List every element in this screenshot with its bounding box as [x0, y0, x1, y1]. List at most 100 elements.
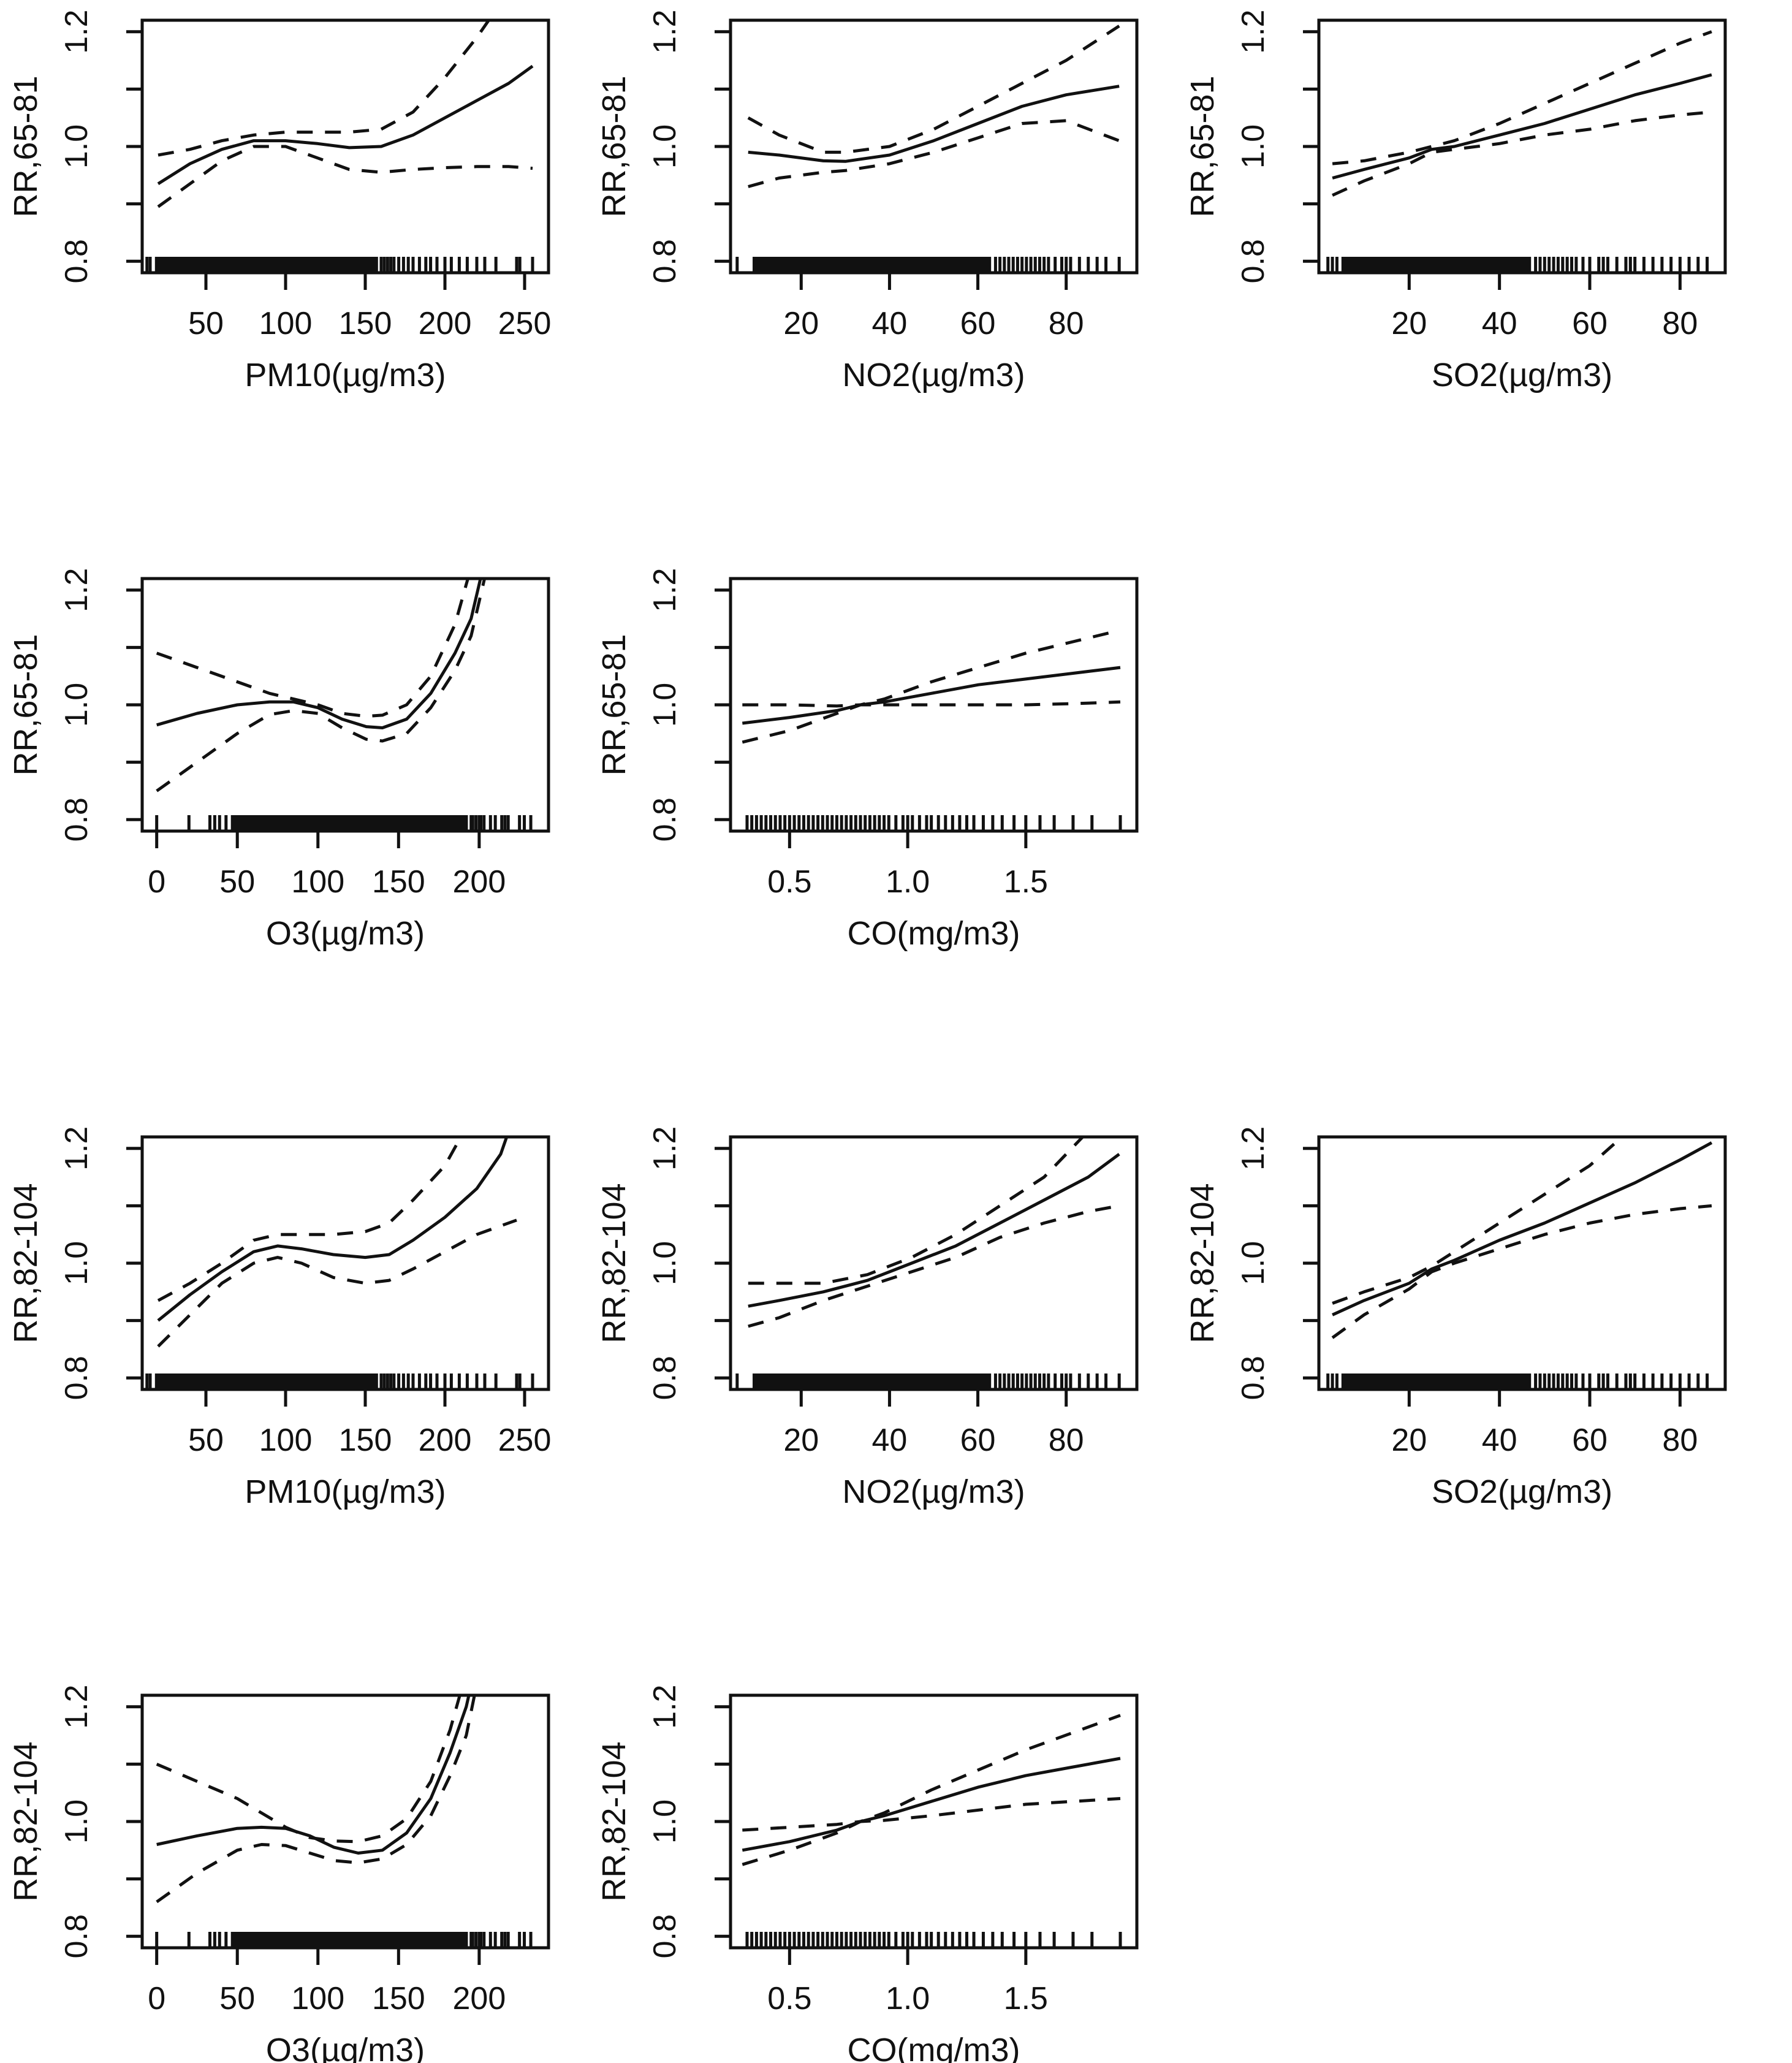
- x-tick-label: 50: [219, 864, 255, 900]
- x-axis-title: PM10(µg/m3): [245, 1473, 446, 1510]
- plot-box: [140, 577, 550, 833]
- solid-estimate-curve: [742, 1757, 1121, 1852]
- plot-box: [729, 577, 1139, 833]
- y-tick-label: 1.0: [647, 1799, 683, 1844]
- y-tick-label: 1.2: [59, 568, 94, 612]
- curves: [747, 25, 1120, 188]
- lower-ci-curve: [748, 1204, 1120, 1328]
- y-tick-label: 0.8: [59, 239, 94, 283]
- x-axis-title: O3(µg/m3): [266, 915, 425, 952]
- rug: [155, 815, 533, 831]
- x-tick-label: 40: [1482, 306, 1517, 341]
- y-tick-label: 0.8: [647, 239, 683, 283]
- y-tick-label: 1.2: [59, 10, 94, 54]
- x-tick-label: 60: [960, 306, 996, 341]
- y-tick-label: 1.2: [59, 1126, 94, 1171]
- x-tick-label: 250: [498, 1423, 552, 1458]
- x-axis-title: NO2(µg/m3): [842, 1473, 1025, 1510]
- lower-ci-curve: [157, 145, 533, 208]
- x-tick-label: 80: [1049, 306, 1084, 341]
- x-tick-label: 150: [372, 864, 425, 900]
- plot-canvas: 0.8 1.0 1.2 RR,65-81 50 100 150 200 250 PM10(µg/m…: [7, 10, 552, 393]
- lower-ci-curve: [157, 1218, 517, 1348]
- plot-canvas: 0.8 1.0 1.2 RR,82-104 50 100 150 200 250 PM10(µg/…: [7, 1126, 552, 1510]
- y-tick-label: 0.8: [647, 797, 683, 842]
- plot-box: [140, 1693, 550, 1950]
- y-tick-label: 0.8: [59, 1914, 94, 1958]
- x-tick-label: 150: [339, 1423, 392, 1458]
- plot-box: [1317, 18, 1727, 275]
- x-tick-label: 40: [872, 306, 908, 341]
- solid-estimate-curve: [748, 1153, 1120, 1308]
- y-tick-label: 0.8: [59, 1356, 94, 1400]
- x-tick-label: 250: [498, 306, 552, 341]
- solid-estimate-curve: [157, 1137, 509, 1322]
- y-axis-title: RR,65-81: [596, 75, 632, 217]
- curves: [156, 1695, 476, 1904]
- y-axis-title: RR,65-81: [596, 634, 632, 775]
- y-axis-title: RR,82-104: [1184, 1183, 1221, 1343]
- y-axis-title: RR,82-104: [596, 1183, 632, 1343]
- x-tick-label: 80: [1049, 1423, 1084, 1458]
- x-tick-label: 100: [259, 1423, 313, 1458]
- y-axis-title: RR,82-104: [596, 1741, 632, 1901]
- upper-ci-curve: [157, 1137, 463, 1302]
- plot-canvas: 0.8 1.0 1.2 RR,82-104 20 40 60 80 NO2(µg/m3): [596, 1126, 1139, 1510]
- curves: [742, 1714, 1121, 1866]
- lower-ci-curve: [156, 579, 487, 792]
- panel-co-65-81: 0.8 1.0 1.2 RR,65-81 0.5 1.0 1.5 CO(mg/m3): [588, 558, 1177, 1117]
- y-axis-title: RR,65-81: [1184, 75, 1221, 217]
- panel-so2-82-104: 0.8 1.0 1.2 RR,82-104 20 40 60 80 SO2(µg/m3): [1177, 1117, 1792, 1675]
- x-tick-label: 0: [148, 1981, 165, 2016]
- x-tick-label: 1.0: [886, 864, 930, 900]
- plot-canvas: 0.8 1.0 1.2 RR,82-104 20 40 60 80 SO2(µg/m3): [1184, 1126, 1727, 1510]
- y-tick-label: 1.2: [1236, 1126, 1271, 1171]
- y-tick-label: 1.0: [1236, 1241, 1271, 1285]
- x-axis-title: O3(µg/m3): [266, 2032, 425, 2063]
- y-tick-label: 0.8: [647, 1914, 683, 1958]
- solid-estimate-curve: [748, 85, 1120, 163]
- y-tick-label: 1.2: [647, 1685, 683, 1729]
- x-tick-label: 20: [783, 1423, 819, 1458]
- upper-ci-curve: [156, 1695, 461, 1844]
- x-tick-label: 0.5: [767, 1981, 811, 2016]
- lower-ci-curve: [1332, 110, 1712, 197]
- y-tick-label: 1.2: [647, 10, 683, 54]
- y-tick-label: 1.2: [59, 1685, 94, 1729]
- y-tick-label: 1.0: [59, 1799, 94, 1844]
- x-tick-label: 60: [960, 1423, 996, 1458]
- upper-ci-curve: [742, 628, 1121, 744]
- plot-canvas: 0.8 1.0 1.2 RR,82-104 0.5 1.0 1.5 CO(mg/m3): [596, 1685, 1139, 2063]
- upper-ci-curve: [156, 579, 470, 718]
- y-tick-label: 1.2: [647, 568, 683, 612]
- x-tick-label: 100: [291, 1981, 344, 2016]
- y-tick-label: 1.2: [647, 1126, 683, 1171]
- x-tick-label: 50: [188, 1423, 224, 1458]
- curves: [157, 20, 534, 208]
- rug: [1326, 1373, 1709, 1389]
- rug: [145, 257, 534, 273]
- y-tick-label: 0.8: [1236, 239, 1271, 283]
- curves: [156, 579, 487, 792]
- panel-co-82-104: 0.8 1.0 1.2 RR,82-104 0.5 1.0 1.5 CO(mg/m3): [588, 1675, 1177, 2063]
- lower-ci-curve: [742, 700, 1121, 708]
- rug: [1326, 257, 1709, 273]
- plot-box: [729, 18, 1139, 275]
- y-tick-label: 1.0: [647, 1241, 683, 1285]
- x-tick-label: 1.5: [1004, 1981, 1048, 2016]
- y-tick-label: 1.0: [1236, 124, 1271, 169]
- plot-canvas: 0.8 1.0 1.2 RR,65-81 20 40 60 80 NO2(µg/m3): [596, 10, 1139, 393]
- solid-estimate-curve: [742, 666, 1121, 725]
- upper-ci-curve: [1332, 30, 1712, 165]
- curves: [157, 1137, 517, 1348]
- curves: [742, 628, 1121, 744]
- x-tick-label: 80: [1662, 306, 1698, 341]
- x-tick-label: 1.5: [1004, 864, 1048, 900]
- panel-no2-65-81: 0.8 1.0 1.2 RR,65-81 20 40 60 80 NO2(µg/m3): [588, 0, 1177, 558]
- y-axis-title: RR,65-81: [7, 75, 44, 217]
- solid-estimate-curve: [1332, 73, 1712, 180]
- x-tick-label: 50: [219, 1981, 255, 2016]
- panel-pm10-65-81: 0.8 1.0 1.2 RR,65-81 50 100 150 200 250 PM10(µg/m…: [0, 0, 588, 558]
- x-tick-label: 60: [1572, 1423, 1608, 1458]
